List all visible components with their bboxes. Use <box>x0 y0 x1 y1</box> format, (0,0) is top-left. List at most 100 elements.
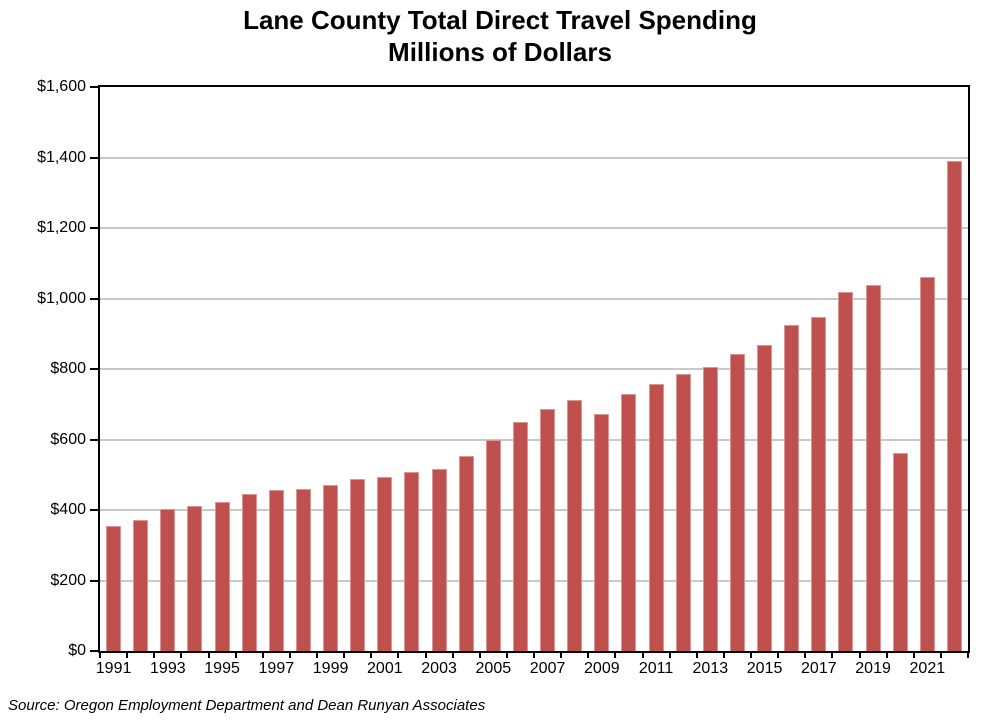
x-axis-label: 1997 <box>258 660 295 677</box>
gridline <box>100 297 968 300</box>
bar-2019 <box>865 284 881 651</box>
x-axis-tick <box>533 651 535 658</box>
y-axis-label: $1,600 <box>37 78 86 95</box>
bar-1996 <box>241 494 257 651</box>
bar-2009 <box>594 414 610 651</box>
bar-2007 <box>540 409 556 651</box>
bar-1998 <box>295 489 311 651</box>
x-axis-tick <box>424 651 427 658</box>
bar-1995 <box>214 501 230 651</box>
bar-1993 <box>160 509 176 651</box>
x-axis-label: 2005 <box>475 660 512 677</box>
chart-title-line2: Millions of Dollars <box>388 37 612 67</box>
bar-2008 <box>567 400 583 651</box>
bar-2003 <box>431 468 447 651</box>
bar-2015 <box>757 345 773 651</box>
y-axis-tick <box>90 438 100 441</box>
x-axis-label: 2017 <box>801 660 837 677</box>
x-axis-tick <box>777 651 780 658</box>
y-axis-label: $800 <box>50 360 86 377</box>
x-axis-tick <box>180 651 183 658</box>
y-axis-tick <box>90 86 100 88</box>
x-axis-tick <box>505 651 508 658</box>
bar-2012 <box>675 374 691 651</box>
bar-2016 <box>784 324 800 651</box>
y-axis-label: $1,400 <box>37 148 86 166</box>
bar-2021 <box>919 277 935 651</box>
x-axis-tick <box>722 651 725 658</box>
bar-2013 <box>702 366 718 651</box>
bar-1992 <box>133 519 149 651</box>
bar-2017 <box>811 317 827 651</box>
y-axis-label: $200 <box>50 571 86 589</box>
x-axis-tick <box>478 651 481 658</box>
bar-2020 <box>892 452 908 651</box>
x-axis-tick <box>831 651 834 658</box>
chart-title-line1: Lane County Total Direct Travel Spending <box>243 5 757 35</box>
bar-2001 <box>377 477 393 651</box>
x-axis-tick <box>234 651 237 658</box>
y-axis-tick <box>90 156 100 159</box>
x-axis-tick <box>750 651 752 658</box>
y-axis-tick <box>90 227 100 229</box>
bar-2010 <box>621 394 637 651</box>
x-axis-label: 2001 <box>367 660 403 677</box>
y-axis-tick <box>90 509 100 511</box>
x-axis-label: 2007 <box>529 660 566 677</box>
x-axis-tick <box>560 651 563 658</box>
y-axis-label: $600 <box>50 430 86 448</box>
x-axis-label: 2013 <box>692 660 729 677</box>
x-axis-tick <box>451 651 454 658</box>
x-axis-tick <box>967 651 969 658</box>
x-axis-tick <box>695 651 698 658</box>
x-axis-label: 2019 <box>855 660 891 677</box>
bar-1997 <box>268 490 284 651</box>
x-axis-tick <box>99 651 101 658</box>
gridline <box>100 156 968 159</box>
x-axis-label: 1991 <box>95 660 132 677</box>
x-axis-tick <box>126 651 129 658</box>
bar-1999 <box>323 485 339 651</box>
x-axis-tick <box>668 651 671 658</box>
y-axis-label: $0 <box>68 642 86 659</box>
y-axis-tick <box>90 579 100 582</box>
x-axis-tick <box>939 651 942 658</box>
bar-2004 <box>458 456 474 651</box>
bar-2022 <box>946 161 962 651</box>
y-axis-label: $400 <box>50 501 86 518</box>
x-axis-tick <box>858 651 861 658</box>
x-axis-label: 2003 <box>421 660 457 677</box>
x-axis-tick <box>641 651 644 658</box>
y-axis-label: $1,200 <box>37 219 86 236</box>
x-axis-label: 2011 <box>638 660 674 677</box>
x-axis-tick <box>912 651 915 658</box>
x-axis-tick <box>153 651 156 658</box>
x-axis-tick <box>397 651 400 658</box>
x-axis-label: 2015 <box>746 660 783 677</box>
chart-title: Lane County Total Direct Travel Spending… <box>0 4 1000 68</box>
x-axis-tick <box>885 651 888 658</box>
y-axis-tick <box>90 650 100 652</box>
x-axis-label: 1999 <box>312 660 349 677</box>
plot-area: $0 $200 $400 $600 $800 $1,000 $1,200 $1,400 $1,6… <box>37 78 970 677</box>
bar-1991 <box>106 525 122 651</box>
x-axis-tick <box>614 651 617 658</box>
y-axis-tick <box>90 297 100 300</box>
bar-2006 <box>512 421 528 651</box>
gridline <box>100 438 968 441</box>
bar-2000 <box>350 479 366 651</box>
x-axis-tick <box>370 651 373 658</box>
bar-2002 <box>404 472 420 651</box>
bar-2005 <box>485 439 501 651</box>
gridline <box>100 579 968 582</box>
bar-2014 <box>729 354 745 651</box>
source-note: Source: Oregon Employment Department and… <box>8 697 486 714</box>
gridline <box>100 509 968 511</box>
x-axis-label: 2021 <box>909 660 946 677</box>
y-axis-label: $1,000 <box>37 289 86 307</box>
x-axis-tick <box>343 651 346 658</box>
y-axis-tick <box>90 368 100 370</box>
bar-1994 <box>187 505 203 651</box>
bar-2011 <box>648 383 664 651</box>
